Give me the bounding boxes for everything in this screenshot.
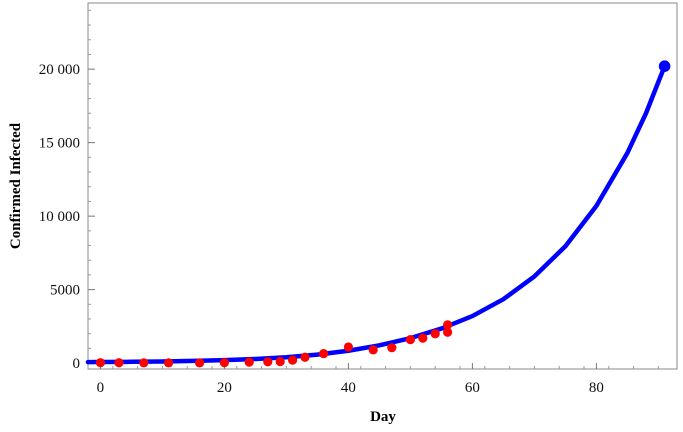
data-point xyxy=(387,343,397,353)
data-point xyxy=(139,358,149,368)
projection-point xyxy=(658,60,671,73)
y-tick-label: 10 000 xyxy=(39,209,80,225)
data-point xyxy=(300,352,310,362)
data-point xyxy=(319,348,329,359)
y-tick-label: 20 000 xyxy=(39,62,80,78)
data-point xyxy=(288,355,298,365)
x-tick-label: 80 xyxy=(589,380,604,396)
data-point xyxy=(195,358,205,368)
x-axis-label: Day xyxy=(370,409,396,425)
data-point xyxy=(343,342,353,352)
y-ticks: 0 5000 10 000 15 000 20 000 xyxy=(39,9,95,372)
data-point xyxy=(275,356,285,367)
plot-frame xyxy=(87,2,678,370)
data-point xyxy=(95,358,105,368)
y-tick-label: 5000 xyxy=(50,283,80,299)
y-tick-label: 0 xyxy=(73,356,81,372)
data-point xyxy=(430,329,440,339)
y-tick-label: 15 000 xyxy=(39,136,80,152)
fit-curve-layer xyxy=(85,63,667,365)
data-point xyxy=(114,358,124,368)
x-tick-label: 20 xyxy=(217,380,232,396)
data-point xyxy=(219,358,229,368)
y-axis-label: Confirmed Infected xyxy=(8,122,24,249)
data-point xyxy=(443,327,453,337)
data-points-layer xyxy=(95,60,671,368)
data-point xyxy=(418,333,428,343)
data-point xyxy=(244,357,254,367)
x-tick-label: 40 xyxy=(341,380,356,396)
fit-curve xyxy=(85,63,667,365)
data-point xyxy=(443,320,453,330)
data-point xyxy=(405,335,415,345)
data-point xyxy=(263,357,273,367)
data-point xyxy=(368,345,378,355)
data-point xyxy=(164,358,174,368)
x-tick-label: 0 xyxy=(97,380,105,396)
x-ticks: 0 20 40 60 80 xyxy=(87,363,659,396)
x-tick-label: 60 xyxy=(465,380,480,396)
